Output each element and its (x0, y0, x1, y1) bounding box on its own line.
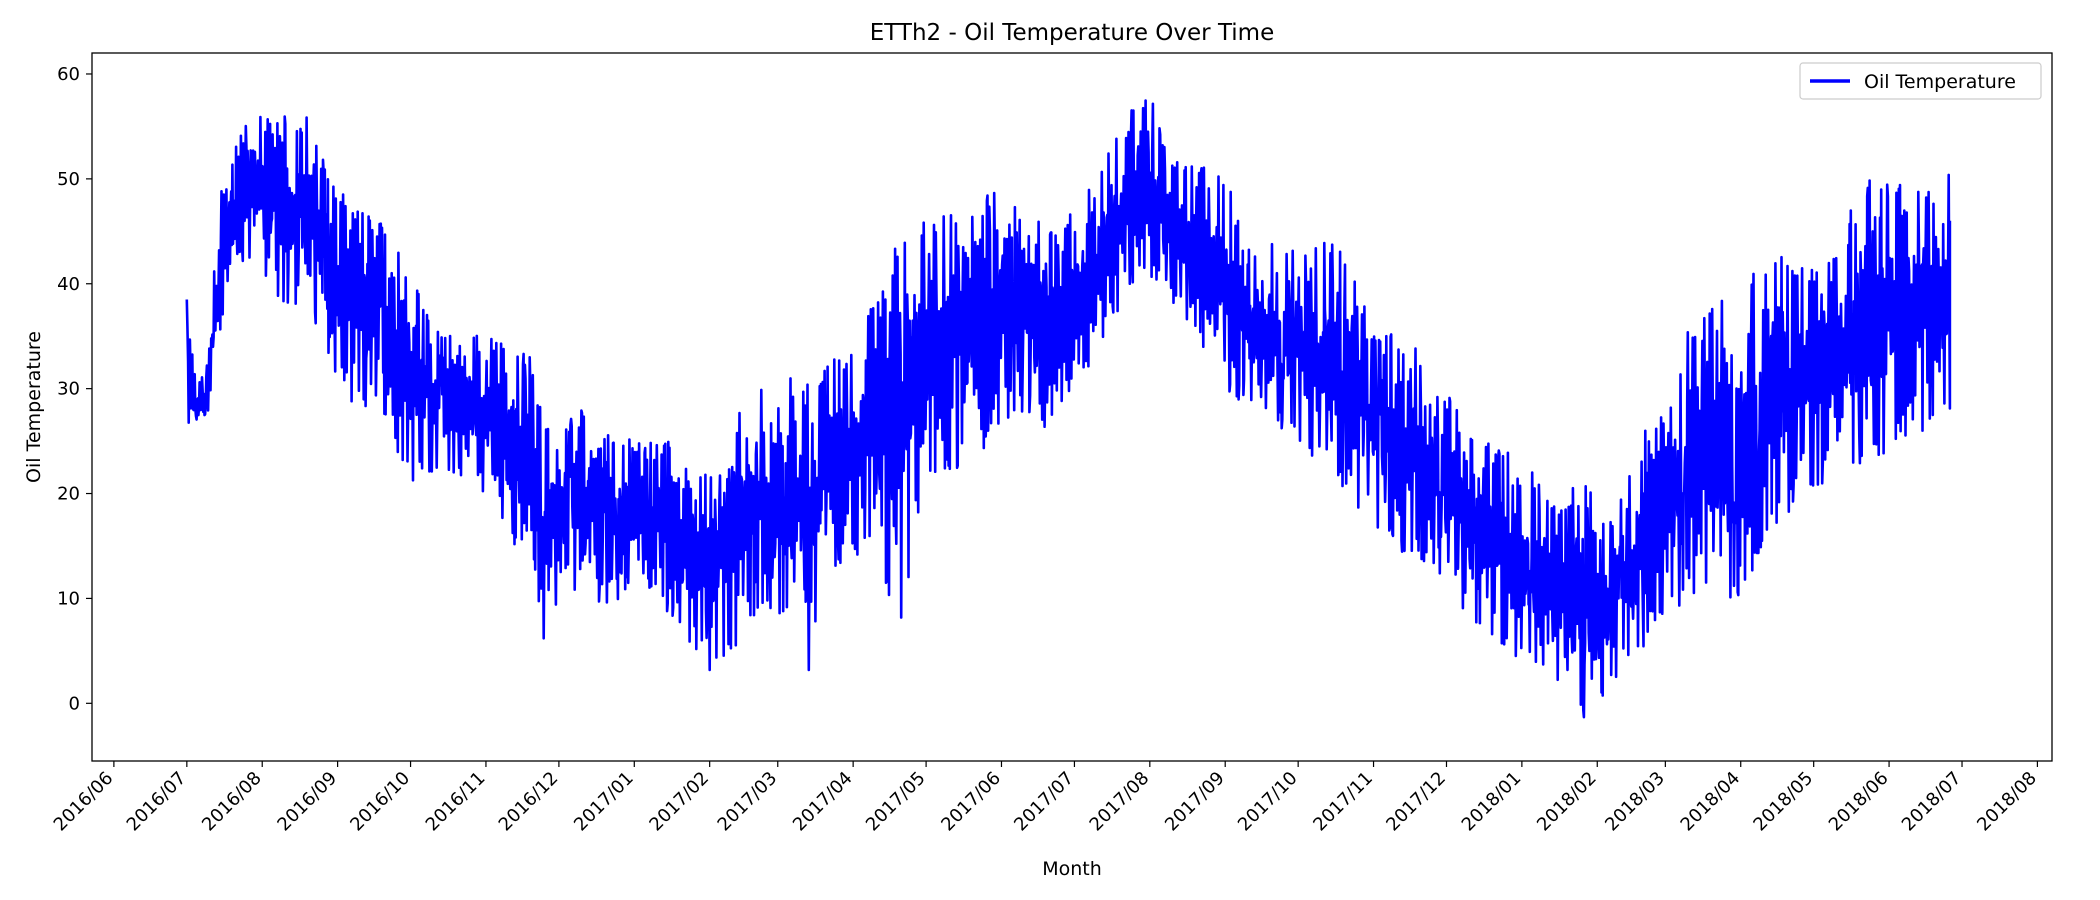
y-tick-label: 60 (57, 64, 80, 85)
x-axis-label: Month (1042, 858, 1102, 880)
chart-title: ETTh2 - Oil Temperature Over Time (870, 20, 1274, 46)
x-tick-label: 2017/02 (645, 768, 713, 836)
x-tick-label: 2017/09 (1161, 768, 1229, 836)
legend-box (1799, 62, 2042, 100)
y-axis-label: Oil Temperature (23, 331, 45, 483)
x-tick-label: 2018/08 (1973, 768, 2041, 836)
x-tick-label: 2017/05 (862, 768, 930, 836)
x-tick-label: 2016/12 (495, 768, 563, 836)
y-tick-label: 10 (57, 588, 80, 609)
x-axis: 2016/06 2016/07 2016/08 2016/09 2016/10 2016/… (50, 761, 2041, 835)
x-tick-label: 2017/06 (937, 768, 1005, 836)
legend-entry-oil-temperature: Oil Temperature (1864, 71, 2016, 93)
x-tick-label: 2017/07 (1010, 768, 1078, 836)
x-tick-label: 2017/03 (714, 768, 782, 836)
x-tick-label: 2017/08 (1086, 768, 1154, 836)
x-tick-label: 2018/03 (1601, 768, 1669, 836)
y-tick-label: 0 (69, 693, 80, 714)
y-tick-label: 20 (57, 484, 80, 505)
x-tick-label: 2018/07 (1898, 768, 1966, 836)
y-tick-label: 30 (57, 379, 80, 400)
x-tick-label: 2016/09 (273, 768, 341, 836)
x-tick-label: 2017/04 (789, 768, 857, 836)
x-tick-label: 2016/11 (422, 768, 490, 836)
x-tick-label: 2018/04 (1677, 768, 1745, 836)
x-tick-label: 2016/06 (50, 768, 118, 836)
y-axis: 0 10 20 30 40 50 60 (57, 64, 92, 714)
x-tick-label: 2018/05 (1749, 768, 1817, 836)
series-layer (185, 99, 1952, 719)
x-tick-label: 2016/10 (346, 768, 414, 836)
x-tick-label: 2017/11 (1309, 768, 1377, 836)
y-tick-label: 40 (57, 274, 80, 295)
x-tick-label: 2018/02 (1533, 768, 1601, 836)
x-tick-label: 2017/10 (1234, 768, 1302, 836)
x-tick-label: 2016/08 (198, 768, 266, 836)
series-line-oil-temperature (185, 99, 1952, 719)
x-tick-label: 2018/01 (1458, 768, 1526, 836)
x-tick-label: 2017/01 (570, 768, 638, 836)
x-tick-label: 2017/12 (1382, 768, 1450, 836)
legend: Oil Temperature (1799, 62, 2042, 100)
x-tick-label: 2016/07 (123, 768, 191, 836)
x-tick-label: 2018/06 (1825, 768, 1893, 836)
plot-frame (91, 52, 2053, 762)
y-tick-label: 50 (57, 169, 80, 190)
